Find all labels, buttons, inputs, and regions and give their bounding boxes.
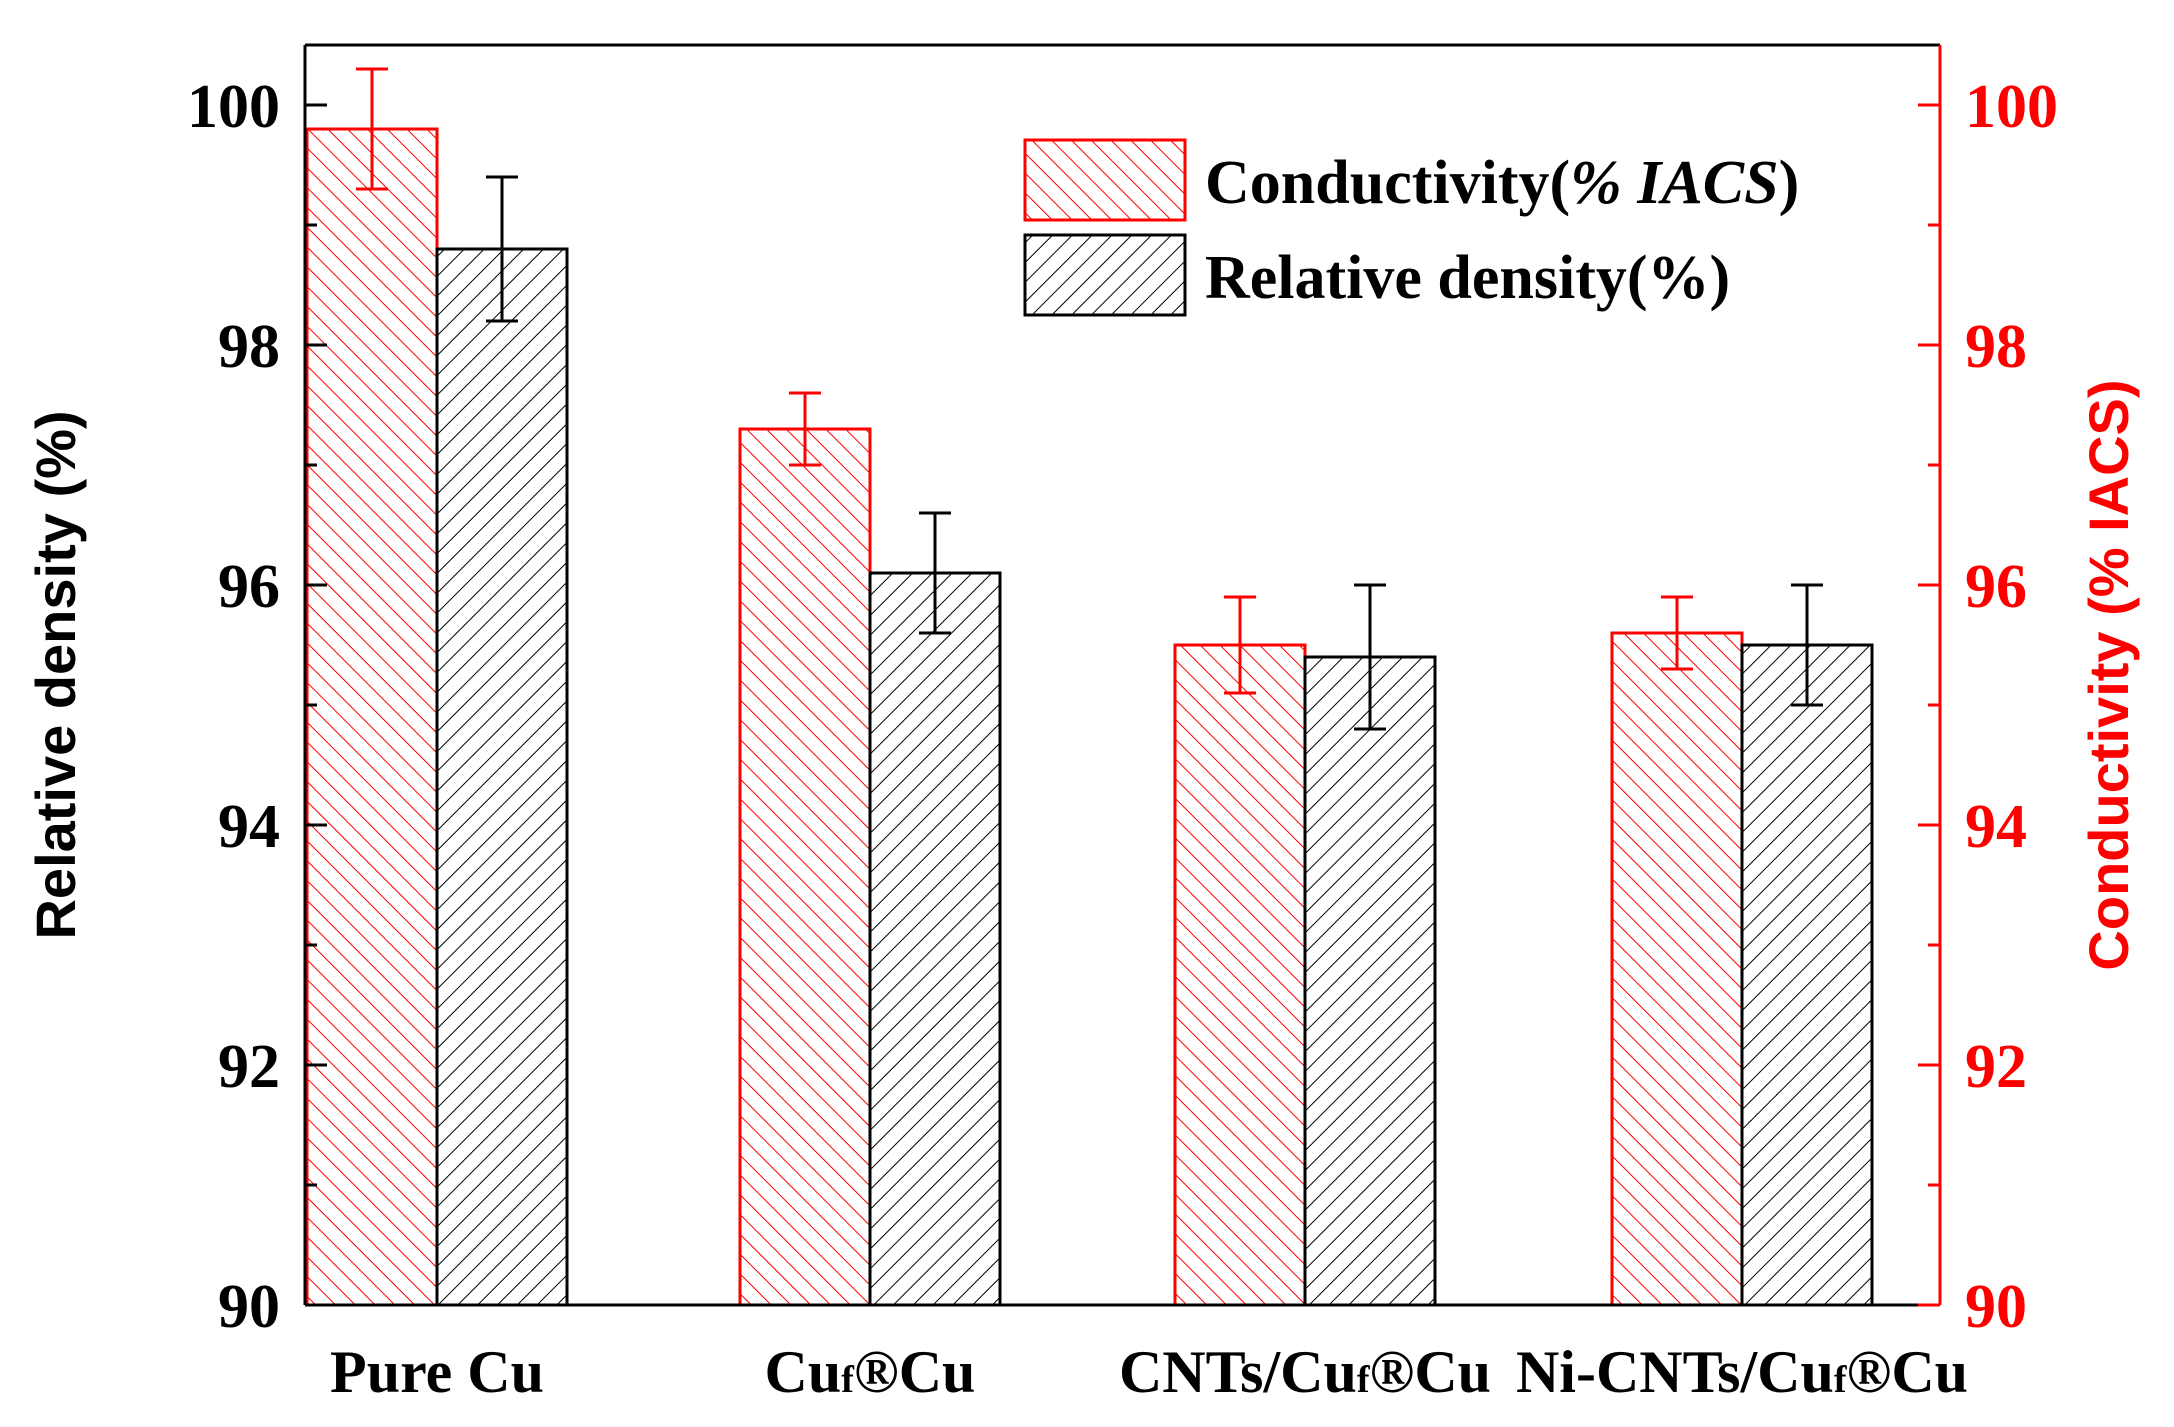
- left-tick-label: 96: [218, 553, 280, 621]
- legend-label-conductivity-italic: % IACS: [1570, 149, 1778, 217]
- legend-label-density: Relative density(%): [1205, 244, 1730, 312]
- category-label-main: Ni-CNTs/Cu: [1516, 1339, 1834, 1405]
- legend-swatch-density: [1023, 233, 1187, 317]
- error-bar: [1661, 595, 1693, 671]
- error-bar: [1791, 583, 1823, 707]
- category-label-sub: f: [841, 1359, 855, 1401]
- error-bars-layer: [356, 67, 1823, 731]
- left-axis-ticks: [305, 103, 327, 1307]
- category-label-main: Pure Cu: [330, 1339, 544, 1405]
- legend-label-conductivity: Conductivity(% IACS): [1205, 149, 1799, 217]
- right-axis-ticks: [1918, 103, 1940, 1307]
- error-bar: [356, 67, 388, 191]
- right-tick-label: 92: [1965, 1033, 2027, 1101]
- error-bar: [919, 511, 951, 635]
- category-label: CNTs/Cuf®Cu: [1119, 1339, 1491, 1405]
- category-label-main: CNTs/Cu: [1119, 1339, 1357, 1405]
- left-tick-label: 90: [218, 1273, 280, 1341]
- right-tick-label: 90: [1965, 1273, 2027, 1341]
- category-label-main: Cu: [765, 1339, 842, 1405]
- right-axis-title: Conductivity (% IACS): [2077, 379, 2140, 970]
- left-tick-labels: 90 92 94 96 98 100: [187, 73, 280, 1341]
- bar-relative-density: [868, 571, 1002, 1307]
- bar-conductivity: [1610, 631, 1744, 1307]
- category-label-sub: f: [1357, 1359, 1371, 1401]
- category-label-tail: ®Cu: [1847, 1339, 1969, 1405]
- right-tick-label: 98: [1965, 313, 2027, 381]
- legend-swatch-conductivity: [1023, 138, 1187, 222]
- right-tick-labels: 90 92 94 96 98 100: [1965, 73, 2058, 1341]
- bar-conductivity: [1173, 643, 1307, 1307]
- category-label-tail: ®Cu: [854, 1339, 976, 1405]
- category-label-tail: ®Cu: [1370, 1339, 1492, 1405]
- left-tick-label: 92: [218, 1033, 280, 1101]
- bar-relative-density: [1303, 655, 1437, 1307]
- bars-layer: [305, 127, 1874, 1307]
- bar-conductivity: [738, 427, 872, 1307]
- left-tick-label: 94: [218, 793, 280, 861]
- left-tick-label: 98: [218, 313, 280, 381]
- category-label: Cuf®Cu: [765, 1339, 976, 1405]
- error-bar: [789, 391, 821, 467]
- category-label: Ni-CNTs/Cuf®Cu: [1516, 1339, 1968, 1405]
- bar-conductivity: [305, 127, 439, 1307]
- bar-relative-density: [435, 247, 569, 1307]
- left-tick-label: 100: [187, 73, 280, 141]
- legend: Conductivity(% IACS) Relative density(%): [1023, 138, 1799, 317]
- error-bar: [1224, 595, 1256, 695]
- right-tick-label: 100: [1965, 73, 2058, 141]
- category-label-sub: f: [1834, 1359, 1848, 1401]
- left-axis-title: Relative density (%): [24, 410, 87, 939]
- right-tick-label: 96: [1965, 553, 2027, 621]
- right-tick-label: 94: [1965, 793, 2027, 861]
- category-labels: Pure Cu Cuf®Cu CNTs/Cuf®Cu Ni-CNTs/Cuf®C…: [330, 1339, 1968, 1405]
- category-label: Pure Cu: [330, 1339, 544, 1405]
- bar-relative-density: [1740, 643, 1874, 1307]
- error-bar: [486, 175, 518, 323]
- legend-label-conductivity-main: Conductivity(: [1205, 149, 1570, 217]
- error-bar: [1354, 583, 1386, 731]
- legend-label-conductivity-end: ): [1779, 149, 1800, 217]
